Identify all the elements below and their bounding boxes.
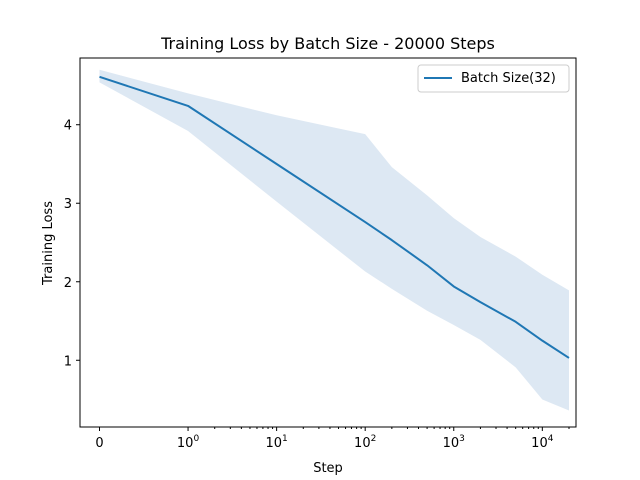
x-tick-label: 103 [443,434,465,451]
y-axis: 1 2 3 4 [64,119,80,369]
y-axis-label: Training Loss [41,201,56,286]
x-tick-label: 100 [177,434,200,451]
legend-box [417,64,570,93]
confidence-band-series-0 [99,69,569,411]
x-tick-label: 102 [354,434,376,451]
y-tick-label: 1 [64,354,72,369]
x-tick-label: 0 [95,436,103,451]
chart-title: Training Loss by Batch Size - 20000 Step… [160,34,495,53]
axes-frame [79,57,577,428]
series-line-0 [99,75,570,359]
x-axis: 0 100 101 102 103 104 [95,427,570,451]
x-tick-label: 101 [265,434,287,451]
legend-label-batch-size-32: Batch Size(32) [461,71,556,86]
x-tick-label: 104 [531,434,554,451]
plot-area [99,69,570,411]
legend: Batch Size(32) [417,64,570,93]
x-axis-label: Step [313,461,343,476]
y-tick-label: 4 [64,119,72,134]
y-tick-label: 2 [64,276,72,291]
y-tick-label: 3 [64,197,72,212]
